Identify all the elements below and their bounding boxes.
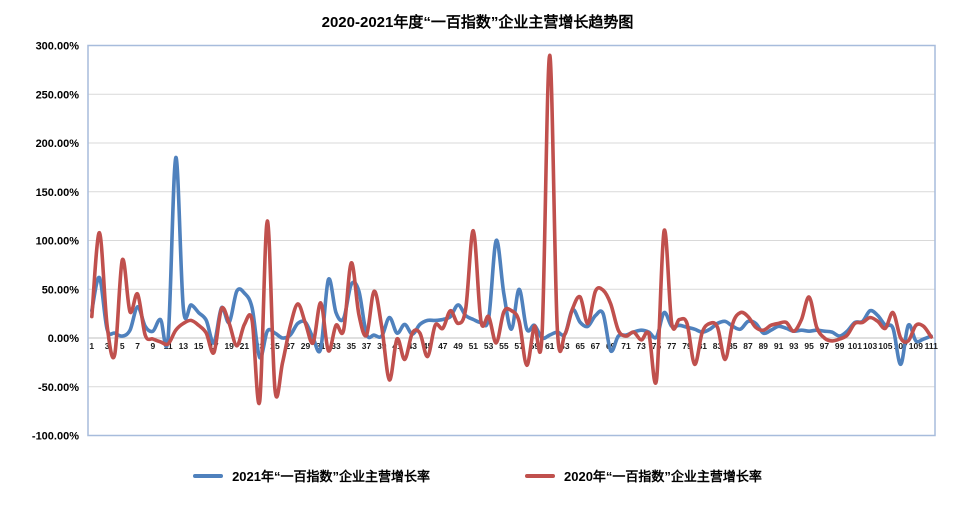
x-axis-tick-label: 13 <box>179 341 189 351</box>
x-axis-tick-label: 77 <box>667 341 677 351</box>
legend-line-swatch-2020 <box>525 473 555 478</box>
x-axis-tick-label: 55 <box>499 341 509 351</box>
x-axis-tick-label: 87 <box>743 341 753 351</box>
legend-label-2020: 2020年“一百指数”企业主营增长率 <box>564 469 762 484</box>
x-axis-tick-label: 61 <box>545 341 555 351</box>
x-axis-tick-label: 63 <box>560 341 570 351</box>
legend-item-2020: 2020年“一百指数”企业主营增长率 <box>525 466 762 485</box>
y-axis-tick-label: 50.00% <box>42 284 80 296</box>
x-axis-tick-label: 35 <box>347 341 357 351</box>
x-axis-tick-label: 45 <box>423 341 433 351</box>
x-axis-tick-label: 21 <box>240 341 250 351</box>
plot-area-border <box>87 44 936 437</box>
y-axis-tick-label: 250.00% <box>36 89 80 101</box>
x-axis-tick-label: 39 <box>377 341 387 351</box>
legend-label-2021: 2021年“一百指数”企业主营增长率 <box>232 469 430 484</box>
x-axis-tick-label: 75 <box>652 341 662 351</box>
x-axis-tick-label: 53 <box>484 341 494 351</box>
x-axis-tick-label: 51 <box>469 341 479 351</box>
x-axis-tick-label: 89 <box>759 341 769 351</box>
x-axis-tick-label: 101 <box>848 341 862 351</box>
x-axis-tick-label: 43 <box>408 341 418 351</box>
x-axis-tick-label: 5 <box>120 341 125 351</box>
series-line-2020 <box>90 53 933 406</box>
x-axis-tick-label: 71 <box>621 341 631 351</box>
legend-line-swatch-2021 <box>193 473 224 478</box>
legend-item-2021: 2021年“一百指数”企业主营增长率 <box>193 466 430 485</box>
chart-title: 2020-2021年度“一百指数”企业主营增长趋势图 <box>321 14 634 31</box>
x-axis-tick-label: 9 <box>151 341 156 351</box>
y-axis-tick-label: 100.00% <box>36 236 80 248</box>
x-axis-tick-label: 93 <box>789 341 799 351</box>
x-axis-tick-label: 59 <box>530 341 540 351</box>
x-axis-tick-label: 95 <box>804 341 814 351</box>
x-axis-tick-label: 103 <box>863 341 877 351</box>
x-axis-tick-label: 7 <box>135 341 140 351</box>
x-axis-tick-label: 33 <box>331 341 341 351</box>
x-axis-tick-label: 37 <box>362 341 372 351</box>
x-axis-tick-label: 79 <box>682 341 692 351</box>
x-axis-tick-label: 73 <box>636 341 646 351</box>
chart-canvas: 300.00%250.00%200.00%150.00%100.00%50.00… <box>32 41 939 443</box>
x-axis-tick-label: 15 <box>194 341 204 351</box>
y-axis-tick-label: 300.00% <box>36 41 80 53</box>
y-axis-tick-label: -100.00% <box>32 431 79 443</box>
x-axis-tick-label: 91 <box>774 341 784 351</box>
x-axis-tick-label: 27 <box>285 341 295 351</box>
x-axis-tick-label: 107 <box>894 341 908 351</box>
x-axis-tick-label: 105 <box>878 341 892 351</box>
x-axis-tick-label: 85 <box>728 341 738 351</box>
x-axis-tick-label: 67 <box>591 341 601 351</box>
x-axis-tick-label: 29 <box>301 341 311 351</box>
x-axis-tick-label: 49 <box>453 341 463 351</box>
x-axis-tick-label: 3 <box>105 341 110 351</box>
chart-legend: 2021年“一百指数”企业主营增长率 2020年“一百指数”企业主营增长率 <box>0 466 955 485</box>
y-axis-tick-label: 0.00% <box>48 333 79 345</box>
x-axis-tick-label: 57 <box>514 341 524 351</box>
x-axis-tick-label: 47 <box>438 341 448 351</box>
x-axis-tick-label: 97 <box>820 341 830 351</box>
x-axis-tick-label: 81 <box>698 341 708 351</box>
x-axis-tick-label: 25 <box>270 341 280 351</box>
x-axis-tick-label: 99 <box>835 341 845 351</box>
x-axis-tick-label: 23 <box>255 341 265 351</box>
y-axis-tick-label: -50.00% <box>38 382 79 394</box>
x-axis-tick-label: 83 <box>713 341 723 351</box>
y-axis-tick-label: 200.00% <box>36 138 80 150</box>
x-axis-tick-label: 19 <box>224 341 234 351</box>
x-axis-tick-label: 1 <box>89 341 94 351</box>
x-axis-tick-label: 111 <box>925 341 939 351</box>
x-axis-tick-label: 65 <box>575 341 585 351</box>
y-axis-tick-label: 150.00% <box>36 187 80 199</box>
x-axis-tick-label: 109 <box>909 341 923 351</box>
